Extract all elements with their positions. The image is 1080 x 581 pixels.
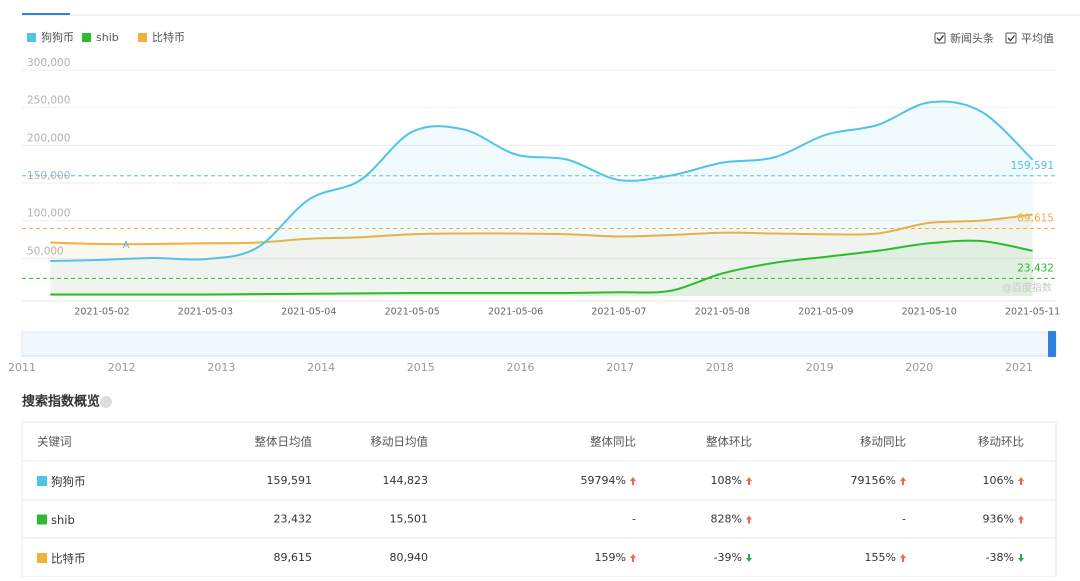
table-cell: 89,615 <box>274 551 313 564</box>
table-cell: 144,823 <box>383 474 429 487</box>
table-header: 移动日均值 <box>371 435 429 449</box>
trend-up-arrow <box>746 515 752 524</box>
checkbox[interactable] <box>1005 32 1017 44</box>
trend-up-arrow <box>746 477 752 485</box>
trend-up-arrow <box>1018 515 1024 524</box>
table-header: 关键词 <box>37 435 72 449</box>
timeline-year: 2015 <box>407 361 435 374</box>
x-tick-label: 2021-05-10 <box>902 307 957 318</box>
line <box>50 239 1033 296</box>
y-tick-label: 300,000 <box>27 57 70 69</box>
table-cell: 936% <box>983 513 1014 526</box>
timeline-year: 2020 <box>905 361 933 374</box>
watermark: @百度指数 <box>1002 281 1052 294</box>
checkbox-tick <box>1007 35 1016 42</box>
timeline-year: 2011 <box>8 361 36 374</box>
legend-swatch[interactable] <box>82 33 91 42</box>
timeline-year: 2018 <box>706 361 734 374</box>
table-header: 移动同比 <box>860 435 906 449</box>
timeline-year: 2016 <box>507 361 535 374</box>
legend-label[interactable]: 比特币 <box>152 30 185 44</box>
y-tick-label: 100,000 <box>27 208 70 220</box>
x-tick-label: 2021-05-08 <box>695 307 750 318</box>
legend-swatch[interactable] <box>138 33 147 42</box>
table-header: 整体同比 <box>590 435 636 449</box>
area <box>50 101 1033 296</box>
table-header: 整体环比 <box>706 435 752 449</box>
table-cell: 15,501 <box>390 513 429 526</box>
line <box>50 100 1034 262</box>
help-icon[interactable] <box>100 396 112 408</box>
table-cell: 159,591 <box>267 474 313 487</box>
trend-up-arrow <box>900 477 906 485</box>
table-cell: -38% <box>986 551 1014 564</box>
table-title: 搜索指数概览 <box>22 394 100 410</box>
annotation[interactable]: A <box>123 240 130 251</box>
keyword-swatch <box>37 514 47 525</box>
average-label: 23,432 <box>1017 262 1054 274</box>
x-tick-label: 2021-05-04 <box>281 307 336 318</box>
timeline-track[interactable] <box>21 331 1057 357</box>
x-tick-label: 2021-05-05 <box>385 307 440 318</box>
table-cell: 108% <box>711 474 742 487</box>
area <box>50 214 1033 296</box>
x-tick-label: 2021-05-11 <box>1005 307 1060 318</box>
keyword-swatch <box>37 476 47 486</box>
table-cell: 59794% <box>581 474 626 487</box>
y-tick-label: 150,000 <box>27 170 70 182</box>
checkbox-tick <box>936 35 945 42</box>
timeline-year: 2019 <box>806 361 834 374</box>
trend-down-arrow <box>746 554 752 562</box>
table-cell: 106% <box>983 474 1014 487</box>
trend-up-arrow <box>1018 477 1024 485</box>
trend-up-arrow <box>630 554 636 562</box>
keyword-swatch <box>37 553 47 563</box>
legend-label[interactable]: 狗狗币 <box>41 31 74 44</box>
checkbox[interactable] <box>934 32 946 44</box>
trend-up-arrow <box>630 477 636 485</box>
x-tick-label: 2021-05-03 <box>178 307 233 318</box>
timeline-year: 2012 <box>108 361 136 374</box>
timeline-year: 2013 <box>207 361 235 374</box>
active-tab-underline <box>22 13 70 15</box>
table-cell: -39% <box>714 551 742 564</box>
table-cell: 比特币 <box>51 552 86 566</box>
option-label[interactable]: 新闻头条 <box>950 31 994 45</box>
table-cell: 狗狗币 <box>51 475 86 489</box>
table-cell: 79156% <box>851 474 896 487</box>
x-tick-label: 2021-05-09 <box>798 307 853 318</box>
legend-label[interactable]: shib <box>96 31 119 44</box>
y-tick-label: 50,000 <box>27 245 64 257</box>
option-label[interactable]: 平均值 <box>1021 32 1054 45</box>
table-cell: 155% <box>865 551 896 564</box>
area <box>50 240 1033 296</box>
timeline-year: 2021 <box>1005 361 1033 374</box>
y-tick-label: 200,000 <box>27 132 70 144</box>
line <box>50 213 1033 246</box>
legend-swatch[interactable] <box>27 33 36 42</box>
timeline-year: 2014 <box>307 361 335 374</box>
trend-down-arrow <box>1018 554 1024 562</box>
average-label: 89,615 <box>1017 212 1054 224</box>
table-cell: - <box>632 513 636 526</box>
table-cell: 23,432 <box>274 513 313 526</box>
table-cell: - <box>902 513 906 526</box>
x-tick-label: 2021-05-02 <box>74 307 129 318</box>
trend-up-arrow <box>900 554 906 562</box>
table-header: 整体日均值 <box>255 435 313 449</box>
x-tick-label: 2021-05-06 <box>488 307 543 318</box>
table-cell: 159% <box>595 551 626 564</box>
timeline-handle[interactable] <box>1048 331 1056 357</box>
timeline-year: 2017 <box>606 361 634 374</box>
table-cell: 828% <box>711 513 742 526</box>
table-header: 移动环比 <box>978 435 1024 449</box>
table-cell: 80,940 <box>390 551 429 564</box>
table-cell: shib <box>51 513 75 527</box>
y-tick-label: 250,000 <box>27 95 70 107</box>
x-tick-label: 2021-05-07 <box>591 307 646 318</box>
average-label: 159,591 <box>1011 160 1054 172</box>
